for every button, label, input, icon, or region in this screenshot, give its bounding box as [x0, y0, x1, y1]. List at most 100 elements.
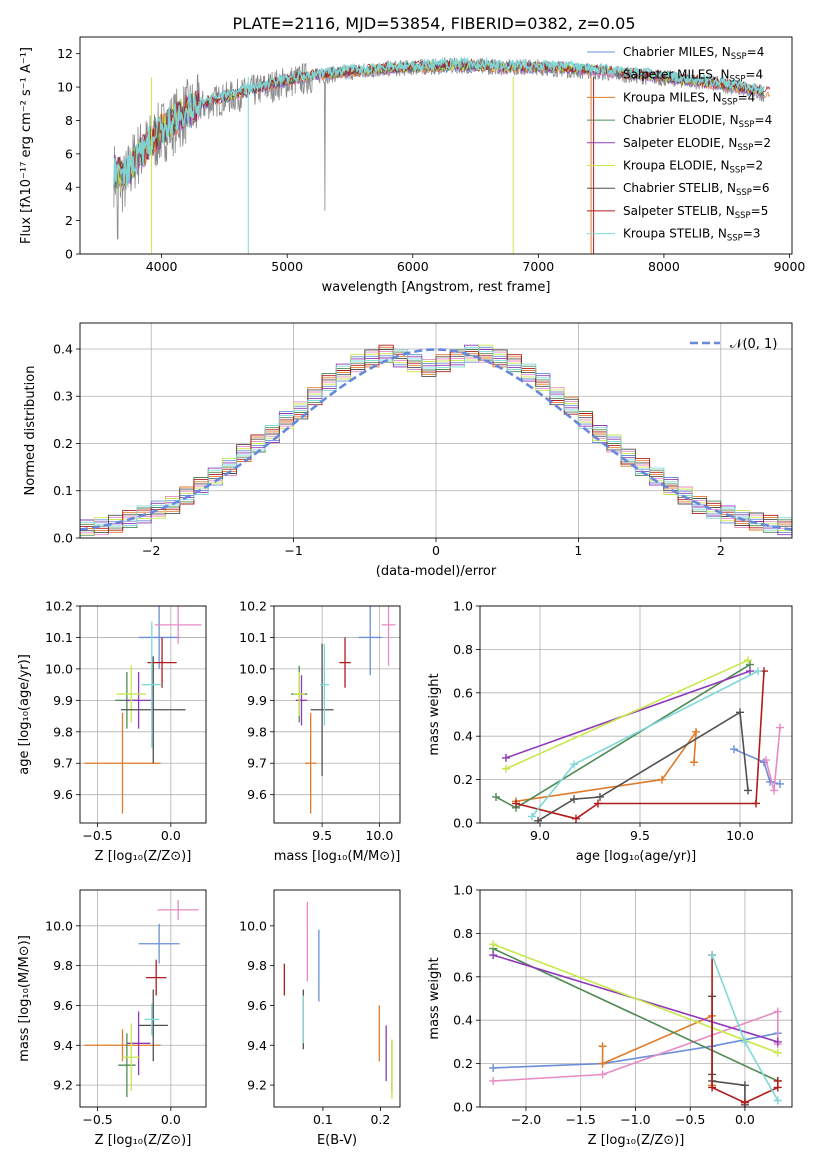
- x-tick-label: 10.0: [726, 828, 754, 843]
- y-tick-label: 9.8: [53, 724, 73, 739]
- y-tick-label: 0.0: [453, 1100, 473, 1115]
- residuals-panel: −2 −1 0 1 2 0.0 0.1 0.2 0.3 0.4 (data-model)/error…: [23, 322, 793, 579]
- y-tick-label: 10.2: [239, 599, 267, 614]
- y-tick-label: 9.8: [247, 958, 267, 973]
- weight-marker-salpeter-miles: [770, 786, 778, 795]
- x-tick-label: −0.5: [82, 828, 112, 843]
- x-tick-label: 9.0: [530, 828, 550, 843]
- legend-label: Kroupa MILES, NSSP=4: [623, 90, 755, 107]
- y-tick-label: 0.2: [453, 772, 473, 787]
- axes-frame: [79, 889, 207, 1108]
- weight-marker-salpeter-elodie: [773, 1037, 782, 1046]
- weight-marker-salpeter-stelib: [572, 814, 580, 823]
- y-tick-label: 0.4: [53, 341, 73, 356]
- y-axis-label: mass weight: [427, 957, 442, 1039]
- weight-line-kroupa-miles: [515, 729, 697, 803]
- y-tick-label: 0.4: [453, 1013, 473, 1028]
- y-tick-label: 10.1: [45, 630, 73, 645]
- legend-label: Kroupa STELIB, NSSP=3: [623, 227, 761, 244]
- y-tick-label: 0.8: [453, 642, 473, 657]
- y-tick-label: 10.0: [239, 661, 267, 676]
- weight-marker-chabrier-elodie: [492, 792, 500, 801]
- weight-marker-chabrier-miles: [776, 779, 784, 788]
- x-tick-label: 0: [432, 543, 440, 558]
- x-axis-label: E(B-V): [317, 1133, 357, 1148]
- y-tick-label: 12: [57, 46, 73, 61]
- x-tick-label: 0.0: [735, 1112, 755, 1127]
- weight-line-salpeter-miles: [765, 727, 781, 791]
- y-tick-label: 9.6: [53, 787, 73, 802]
- weight-marker-salpeter-stelib: [740, 1098, 749, 1107]
- histogram-kroupa-stelib: [80, 346, 792, 538]
- y-tick-label: 9.8: [53, 958, 73, 973]
- x-axis-label: wavelength [Angstrom, rest frame]: [322, 280, 551, 295]
- weight-marker-kroupa-elodie: [489, 940, 498, 949]
- x-tick-label: −2: [142, 543, 160, 558]
- x-tick-label: 0.2: [370, 1112, 390, 1127]
- y-tick-label: 9.6: [247, 998, 267, 1013]
- y-tick-label: 9.9: [247, 693, 267, 708]
- y-tick-label: 0.8: [453, 926, 473, 941]
- weight-marker-kroupa-miles: [598, 1042, 607, 1051]
- x-tick-label: 9.5: [630, 828, 650, 843]
- y-tick-label: 9.2: [247, 1078, 267, 1093]
- x-tick-label: 6000: [397, 259, 429, 274]
- y-tick-label: 9.4: [53, 1038, 73, 1053]
- y-tick-label: 9.4: [247, 1038, 267, 1053]
- weight-marker-kroupa-stelib: [740, 1037, 749, 1046]
- axes-frame: [79, 605, 207, 824]
- y-tick-label: 10.1: [239, 630, 267, 645]
- weight-marker-chabrier-miles: [489, 1063, 498, 1072]
- weight-marker-salpeter-miles: [776, 723, 784, 732]
- y-tick-label: 1.0: [453, 883, 473, 898]
- weight-line-kroupa-miles: [601, 1014, 713, 1086]
- y-tick-label: 10.2: [45, 599, 73, 614]
- x-tick-label: −1: [284, 543, 302, 558]
- weight-marker-kroupa-stelib: [754, 667, 762, 676]
- y-tick-label: 10.0: [239, 918, 267, 933]
- x-tick-label: 9.5: [312, 828, 332, 843]
- weight-vs-z-panel: −2.0 −1.5 −1.0 −0.5 0.0 0.0 0.2 0.4 0.6 0.8 1.0 Z […: [427, 883, 793, 1148]
- model-spectrum-kroupa-stelib: [113, 55, 765, 186]
- weight-marker-salpeter-stelib: [594, 799, 602, 808]
- weight-line-chabrier-stelib: [711, 996, 746, 1105]
- mass-vs-z-panel: −0.5 0.0 9.2 9.4 9.6 9.8 10.0 Z [log₁₀(Z/Z⊙)] ma…: [17, 889, 207, 1148]
- x-tick-label: 1: [574, 543, 582, 558]
- y-axis-label: mass weight: [427, 673, 442, 755]
- x-tick-label: 5000: [271, 259, 303, 274]
- y-tick-label: 0.4: [453, 729, 473, 744]
- weight-vs-age-panel: 9.0 9.5 10.0 0.0 0.2 0.4 0.6 0.8 1.0 age [log₁₀(a…: [427, 599, 793, 864]
- axes-frame: [479, 889, 793, 1108]
- gaussian-curve: [80, 348, 792, 531]
- y-tick-label: 8: [65, 113, 73, 128]
- weight-marker-kroupa-stelib: [570, 760, 578, 769]
- weight-marker-kroupa-stelib: [773, 1096, 782, 1105]
- y-tick-label: 9.7: [247, 756, 267, 771]
- y-tick-label: 0.6: [453, 685, 473, 700]
- x-tick-label: −1.5: [566, 1112, 596, 1127]
- weight-line-kroupa-elodie: [492, 943, 779, 1054]
- x-tick-label: 7000: [522, 259, 554, 274]
- weight-marker-kroupa-stelib: [708, 951, 717, 960]
- weight-line-kroupa-elodie: [505, 659, 749, 770]
- spectrum-panel: 4000 5000 6000 7000 8000 9000 0 2 4 6 8 10 12 wavelen…: [19, 36, 805, 295]
- legend-label: Salpeter ELODIE, NSSP=2: [623, 136, 771, 153]
- mass-vs-ebv-panel: 0.1 0.2 9.2 9.4 9.6 9.8 10.0 E(B-V): [239, 889, 401, 1148]
- x-axis-label: Z [log₁₀(Z/Z⊙)]: [95, 849, 192, 864]
- x-tick-label: −0.5: [675, 1112, 705, 1127]
- x-axis-label: mass [log₁₀(M/M⊙)]: [274, 849, 401, 864]
- weight-line-chabrier-elodie: [492, 947, 779, 1082]
- weight-marker-salpeter-stelib: [512, 799, 520, 808]
- weight-line-salpeter-miles: [493, 1010, 779, 1082]
- x-tick-label: 4000: [146, 259, 178, 274]
- y-tick-label: 0.6: [453, 969, 473, 984]
- y-axis-label: Flux [fλ10⁻¹⁷ erg cm⁻² s⁻¹ A⁻¹]: [19, 47, 34, 244]
- weight-marker-kroupa-elodie: [744, 656, 752, 665]
- weight-marker-chabrier-stelib: [570, 795, 578, 804]
- x-tick-label: 2: [717, 543, 725, 558]
- axes-frame: [479, 605, 793, 824]
- y-tick-label: 0.2: [53, 436, 73, 451]
- legend-label: Chabrier MILES, NSSP=4: [623, 45, 764, 62]
- weight-marker-chabrier-stelib: [744, 786, 752, 795]
- weight-marker-kroupa-miles: [658, 775, 666, 784]
